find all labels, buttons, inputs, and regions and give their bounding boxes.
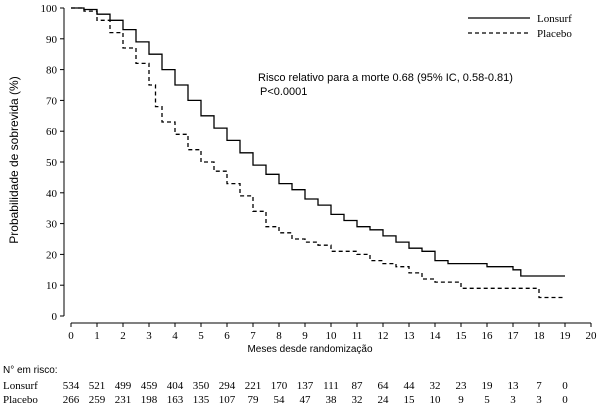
- risk-cell-placebo: 15: [404, 394, 416, 406]
- y-axis-title: Probabilidade de sobrevida (%): [7, 76, 21, 243]
- risk-cell-lonsurf: 87: [352, 380, 364, 392]
- risk-cell-lonsurf: 404: [167, 380, 184, 392]
- risk-cell-lonsurf: 459: [141, 380, 158, 392]
- series-lines: [71, 7, 565, 299]
- y-tick-label: 90: [46, 34, 58, 46]
- y-tick-label: 70: [46, 95, 58, 107]
- risk-cell-lonsurf: 64: [378, 380, 390, 392]
- risk-cell-placebo: 10: [430, 394, 442, 406]
- risk-cell-lonsurf: 170: [271, 380, 288, 392]
- x-tick-label: 19: [560, 330, 572, 342]
- risk-cell-placebo: 231: [115, 394, 132, 406]
- risk-table: N° em risco: Lonsurf Placebo 534 521 499 45…: [3, 365, 568, 406]
- y-tick-label: 60: [46, 126, 58, 138]
- x-tick-label: 18: [534, 330, 546, 342]
- risk-cell-lonsurf: 32: [430, 380, 441, 392]
- risk-table-values: 534 521 499 459 404 350 294 221 170 137 111 87 64 44 3…: [63, 380, 569, 406]
- risk-cell-lonsurf: 350: [193, 380, 210, 392]
- risk-cell-placebo: 5: [484, 394, 490, 406]
- risk-cell-lonsurf: 111: [323, 380, 339, 392]
- x-tick-label: 11: [352, 330, 363, 342]
- risk-cell-lonsurf: 499: [115, 380, 132, 392]
- x-tick-label: 1: [94, 330, 100, 342]
- risk-row-label-lonsurf: Lonsurf: [3, 380, 38, 392]
- risk-cell-placebo: 38: [326, 394, 338, 406]
- risk-cell-placebo: 3: [510, 394, 516, 406]
- y-tick-label: 40: [46, 188, 58, 200]
- y-tick-label: 0: [52, 311, 58, 323]
- x-tick-label: 10: [326, 330, 338, 342]
- x-tick-label: 9: [302, 330, 308, 342]
- x-tick-label: 2: [120, 330, 126, 342]
- x-tick-label: 16: [482, 330, 494, 342]
- x-tick-label: 6: [224, 330, 230, 342]
- risk-cell-placebo: 0: [562, 394, 568, 406]
- risk-cell-placebo: 79: [248, 394, 260, 406]
- legend-label-lonsurf: Lonsurf: [537, 13, 572, 25]
- risk-cell-placebo: 266: [63, 394, 80, 406]
- risk-cell-lonsurf: 19: [482, 380, 494, 392]
- plot-axes: [63, 8, 591, 324]
- risk-cell-placebo: 9: [458, 394, 464, 406]
- x-tick-label: 8: [276, 330, 282, 342]
- risk-cell-lonsurf: 44: [404, 380, 416, 392]
- x-axis-ticks: 0 1 2 3 4 5 6 7 8 9 10 11 12 13 14 15 16 17 18 19 20: [68, 323, 597, 342]
- risk-cell-lonsurf: 294: [219, 380, 236, 392]
- risk-cell-lonsurf: 23: [456, 380, 468, 392]
- x-tick-label: 14: [430, 330, 442, 342]
- y-tick-label: 50: [46, 157, 58, 169]
- x-tick-label: 20: [586, 330, 598, 342]
- risk-cell-lonsurf: 221: [245, 380, 262, 392]
- x-tick-label: 13: [404, 330, 416, 342]
- series-line-placebo: [71, 7, 565, 299]
- risk-cell-placebo: 135: [193, 394, 210, 406]
- risk-cell-placebo: 163: [167, 394, 184, 406]
- risk-cell-lonsurf: 534: [63, 380, 80, 392]
- risk-cell-placebo: 198: [141, 394, 158, 406]
- x-tick-label: 3: [146, 330, 152, 342]
- risk-cell-lonsurf: 13: [508, 380, 520, 392]
- hazard-ratio-annotation: Risco relativo para a morte 0.68 (95% IC…: [258, 72, 513, 84]
- risk-cell-placebo: 54: [274, 394, 286, 406]
- risk-cell-placebo: 3: [536, 394, 542, 406]
- legend: Lonsurf Placebo: [468, 13, 572, 40]
- risk-cell-placebo: 47: [300, 394, 312, 406]
- y-axis-ticks: 0 10 20 30 40 50 60 70 80 90 100: [41, 3, 64, 323]
- legend-label-placebo: Placebo: [537, 28, 572, 40]
- y-tick-label: 20: [46, 249, 58, 261]
- x-tick-label: 5: [198, 330, 204, 342]
- risk-row-label-placebo: Placebo: [3, 394, 38, 406]
- y-tick-label: 10: [46, 280, 58, 292]
- y-tick-label: 80: [46, 65, 58, 77]
- x-tick-label: 17: [508, 330, 520, 342]
- x-tick-label: 7: [250, 330, 256, 342]
- x-tick-label: 15: [456, 330, 468, 342]
- risk-cell-lonsurf: 521: [89, 380, 106, 392]
- y-tick-label: 30: [46, 219, 58, 231]
- p-value-annotation: P<0.0001: [260, 86, 307, 98]
- x-tick-label: 12: [378, 330, 389, 342]
- risk-cell-lonsurf: 7: [536, 380, 542, 392]
- risk-cell-placebo: 32: [352, 394, 363, 406]
- y-tick-label: 100: [41, 3, 58, 15]
- risk-cell-lonsurf: 137: [297, 380, 314, 392]
- risk-cell-placebo: 24: [378, 394, 390, 406]
- series-line-lonsurf: [71, 7, 565, 277]
- risk-table-title: N° em risco:: [3, 365, 58, 376]
- x-tick-label: 4: [172, 330, 178, 342]
- x-axis-title: Meses desde randomização: [247, 344, 373, 355]
- risk-cell-lonsurf: 0: [562, 380, 568, 392]
- risk-cell-placebo: 259: [89, 394, 106, 406]
- risk-cell-placebo: 107: [219, 394, 236, 406]
- x-tick-label: 0: [68, 330, 74, 342]
